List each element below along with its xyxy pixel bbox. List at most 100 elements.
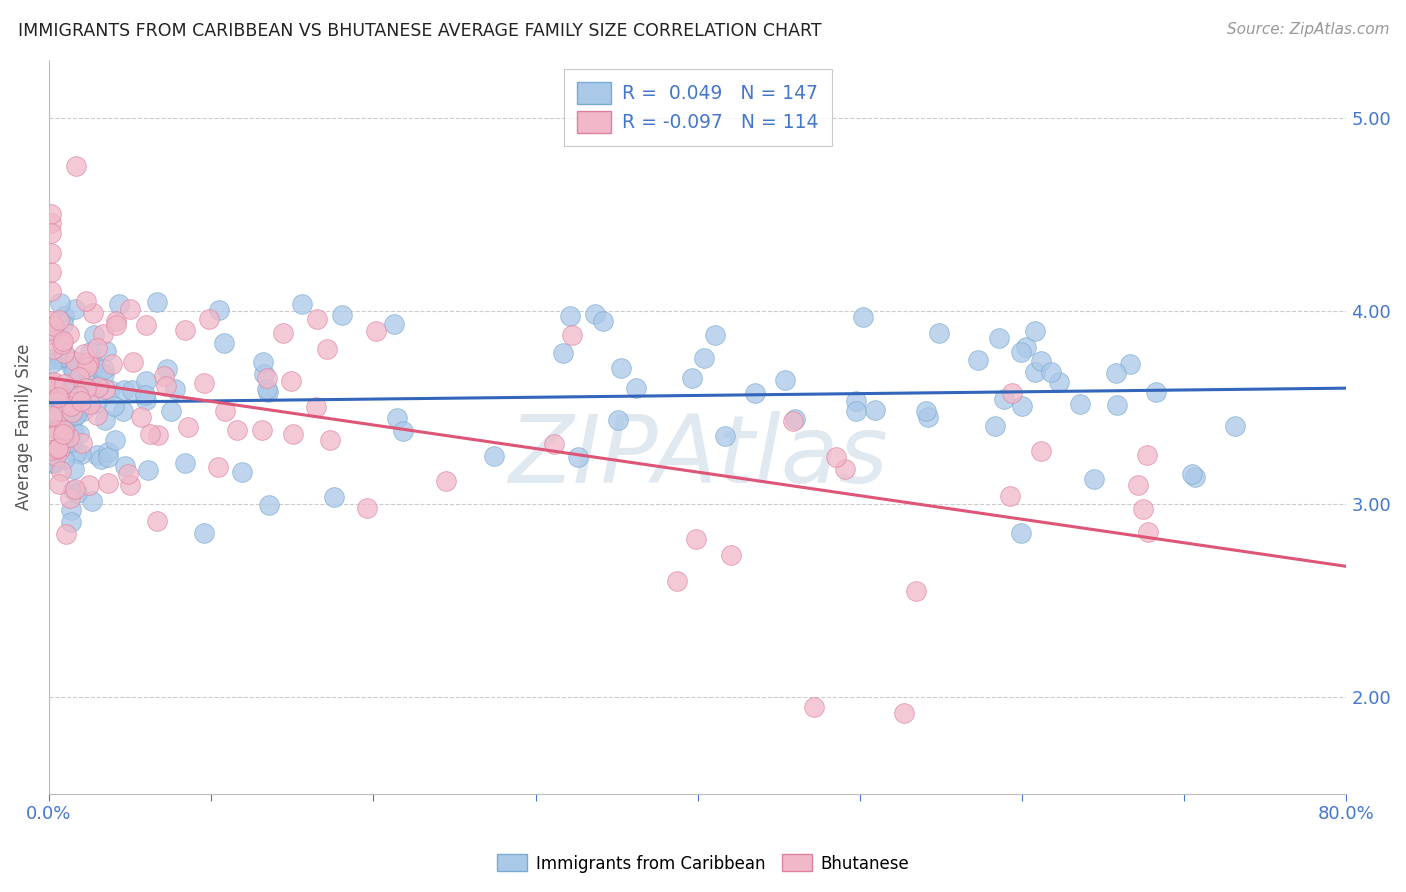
Point — [803, 699, 825, 714]
Point — [1049, 375, 1071, 389]
Point — [69, 356, 91, 370]
Point — [1039, 365, 1062, 379]
Point — [60, 435, 83, 450]
Point — [984, 419, 1007, 434]
Point — [139, 426, 162, 441]
Point — [52, 317, 75, 331]
Point — [135, 318, 157, 332]
Point — [681, 371, 703, 385]
Point — [1024, 365, 1046, 379]
Point — [67, 389, 90, 403]
Point — [773, 373, 796, 387]
Point — [60, 409, 83, 424]
Point — [212, 335, 235, 350]
Point — [60, 405, 83, 419]
Point — [685, 532, 707, 546]
Point — [112, 383, 135, 397]
Y-axis label: Average Family Size: Average Family Size — [15, 343, 32, 510]
Point — [79, 397, 101, 411]
Point — [45, 449, 67, 463]
Point — [39, 285, 62, 299]
Point — [720, 548, 742, 562]
Point — [59, 491, 82, 505]
Point — [1136, 525, 1159, 540]
Point — [56, 404, 79, 418]
Point — [1105, 366, 1128, 380]
Point — [1144, 385, 1167, 400]
Point — [97, 450, 120, 464]
Point — [256, 371, 278, 385]
Point — [97, 476, 120, 491]
Point — [704, 328, 727, 343]
Point — [207, 460, 229, 475]
Point — [52, 423, 75, 437]
Point — [1010, 344, 1032, 359]
Point — [52, 427, 75, 442]
Point — [280, 374, 302, 388]
Point — [714, 429, 737, 443]
Point — [52, 350, 75, 364]
Point — [86, 449, 108, 463]
Point — [434, 474, 457, 488]
Point — [97, 445, 120, 459]
Point — [624, 381, 647, 395]
Point — [75, 359, 97, 373]
Point — [65, 446, 87, 460]
Point — [41, 356, 63, 370]
Point — [41, 342, 63, 356]
Point — [1128, 478, 1150, 492]
Point — [84, 396, 107, 410]
Point — [250, 424, 273, 438]
Point — [46, 390, 69, 404]
Point — [105, 314, 128, 328]
Point — [65, 375, 87, 389]
Point — [111, 404, 134, 418]
Point — [41, 456, 63, 470]
Point — [364, 324, 387, 338]
Point — [39, 443, 62, 458]
Point — [79, 345, 101, 359]
Point — [72, 403, 94, 417]
Point — [967, 352, 990, 367]
Point — [382, 317, 405, 331]
Point — [62, 483, 84, 497]
Point — [1015, 340, 1038, 354]
Point — [46, 409, 69, 423]
Point — [94, 382, 117, 396]
Point — [159, 404, 181, 418]
Point — [82, 306, 104, 320]
Point — [75, 375, 97, 389]
Point — [915, 403, 938, 417]
Point — [135, 393, 157, 408]
Point — [1024, 324, 1046, 338]
Point — [53, 451, 76, 466]
Point — [63, 409, 86, 424]
Point — [834, 462, 856, 476]
Point — [482, 450, 505, 464]
Point — [101, 357, 124, 371]
Point — [174, 323, 197, 337]
Point — [94, 344, 117, 359]
Point — [176, 420, 198, 434]
Point — [44, 326, 66, 340]
Point — [39, 265, 62, 279]
Point — [318, 433, 340, 447]
Point — [39, 390, 62, 404]
Point — [41, 376, 63, 390]
Point — [89, 379, 111, 393]
Point — [198, 312, 221, 326]
Point — [65, 408, 87, 422]
Point — [607, 413, 630, 427]
Point — [94, 413, 117, 427]
Point — [893, 706, 915, 720]
Point — [39, 216, 62, 230]
Point — [59, 516, 82, 530]
Legend: R =  0.049   N = 147, R = -0.097   N = 114: R = 0.049 N = 147, R = -0.097 N = 114 — [564, 69, 831, 146]
Point — [48, 313, 70, 327]
Point — [208, 302, 231, 317]
Point — [592, 313, 614, 327]
Point — [1010, 525, 1032, 540]
Point — [70, 447, 93, 461]
Point — [44, 429, 66, 443]
Point — [63, 364, 86, 378]
